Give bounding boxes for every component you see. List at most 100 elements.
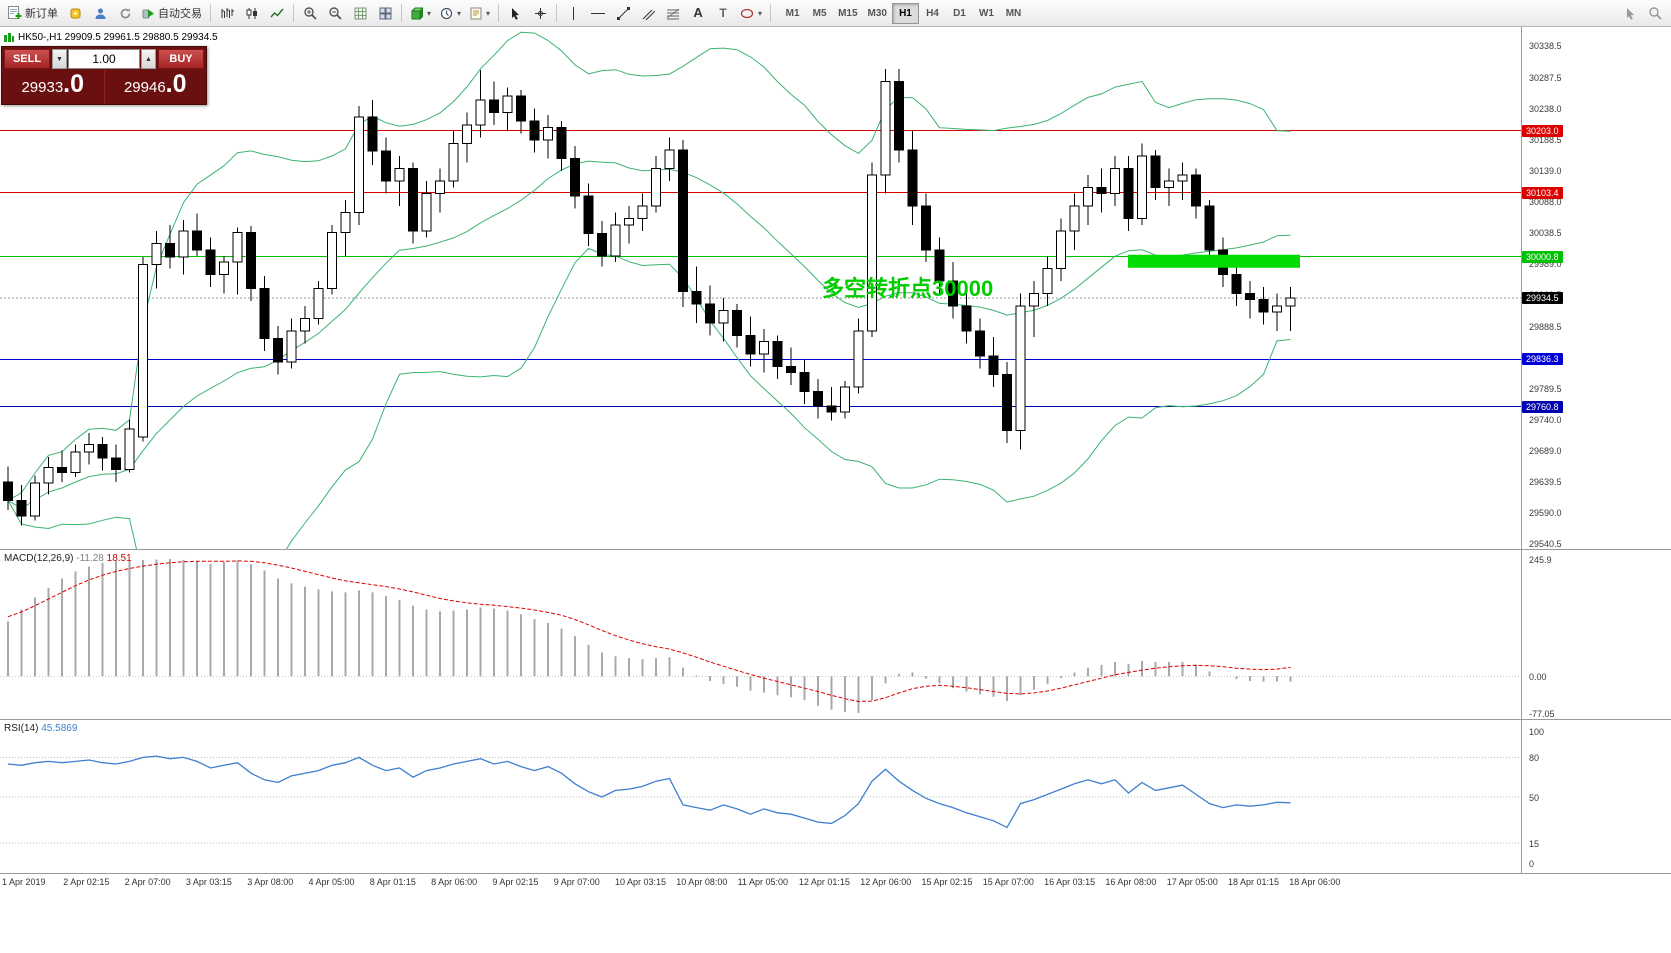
candle-body: [570, 158, 580, 197]
candle-body: [300, 317, 310, 332]
timeframe-w1-button[interactable]: W1: [973, 3, 1000, 24]
candle-body: [3, 481, 13, 502]
chart-bars-button[interactable]: [215, 2, 239, 25]
wizard-icon: [70, 8, 80, 18]
new-order-button[interactable]: 新订单: [4, 2, 62, 25]
chart-candles-button[interactable]: [240, 2, 264, 25]
rsi-scale[interactable]: 100 80 50 15 0: [1521, 720, 1670, 873]
candle-body: [1015, 305, 1026, 432]
time-label: 18 Apr 06:00: [1289, 877, 1341, 887]
crosshair-tool-button[interactable]: [528, 2, 552, 25]
periods-button[interactable]: [436, 2, 465, 25]
shapes-icon: [740, 8, 754, 18]
fibonacci-tool-button[interactable]: [661, 2, 685, 25]
macd-scale[interactable]: 245.9 0.00 -77.05: [1521, 550, 1670, 719]
profile-button[interactable]: [88, 2, 112, 25]
candle-body: [691, 291, 702, 305]
indicators-button[interactable]: [406, 2, 435, 25]
templates-button[interactable]: [466, 2, 494, 25]
candle-body: [462, 124, 472, 145]
candle-body: [624, 218, 634, 226]
zoom-in-button[interactable]: [298, 2, 322, 25]
community-button[interactable]: [113, 2, 137, 25]
candle-body: [381, 150, 391, 182]
sell-price-button[interactable]: 29933 .0: [2, 70, 104, 104]
timeframe-m15-button[interactable]: M15: [833, 3, 862, 24]
timeframe-h1-button[interactable]: H1: [891, 2, 919, 24]
rsi-name: RSI(14): [4, 723, 39, 734]
price-tick: 29989.0: [1529, 259, 1562, 270]
timeframe-mn-button[interactable]: MN: [1000, 3, 1027, 24]
timeframe-m1-button[interactable]: M1: [779, 3, 806, 24]
main-price-chart[interactable]: 多空转折点30000: [0, 27, 1521, 549]
time-label: 2 Apr 07:00: [124, 877, 171, 887]
candle-body: [543, 126, 553, 141]
macd-axis-tick: 245.9: [1529, 555, 1552, 565]
timeframe-h4-button[interactable]: H4: [919, 3, 946, 24]
time-label: 1 Apr 2019: [2, 877, 46, 887]
candle-body: [597, 233, 607, 257]
time-label: 15 Apr 02:15: [921, 877, 973, 887]
sell-price-pips: .0: [63, 70, 85, 98]
time-label: 18 Apr 01:15: [1228, 877, 1280, 887]
volume-input[interactable]: [68, 49, 140, 69]
candle-body: [1110, 168, 1120, 195]
macd-label: MACD(12,26,9) -11.28 18.51: [4, 553, 132, 564]
buy-price-button[interactable]: 29946 .0: [103, 70, 207, 104]
time-label: 15 Apr 07:00: [982, 877, 1034, 887]
price-tick: 29888.5: [1529, 321, 1562, 332]
timeframe-m30-button[interactable]: M30: [863, 3, 892, 24]
text-tool-button[interactable]: A: [686, 2, 710, 25]
chart-annotation[interactable]: 多空转折点30000: [822, 276, 993, 301]
candle-body: [1258, 299, 1269, 313]
toolbar-separator: [556, 4, 558, 22]
label-tool-button[interactable]: T: [711, 2, 735, 25]
timeframe-d1-button[interactable]: D1: [946, 3, 973, 24]
search-button[interactable]: [1643, 2, 1667, 25]
cursor-tool-button[interactable]: [503, 2, 527, 25]
candle-body: [1056, 230, 1066, 269]
data-window-button[interactable]: [1618, 2, 1642, 25]
shapes-tool-button[interactable]: [736, 2, 766, 25]
candle-body: [813, 390, 823, 407]
candle-body: [232, 231, 243, 263]
candle-body: [1150, 155, 1161, 188]
chart-line-button[interactable]: [265, 2, 289, 25]
rsi-axis-tick: 0: [1529, 859, 1535, 869]
price-tick: 29540.5: [1529, 539, 1562, 549]
candle-body: [799, 372, 810, 392]
trendline-tool-button[interactable]: [611, 2, 635, 25]
time-label: 12 Apr 01:15: [798, 877, 850, 887]
autotrading-button[interactable]: 自动交易: [138, 2, 206, 25]
tile-windows-button[interactable]: [373, 2, 397, 25]
zoom-out-button[interactable]: [323, 2, 347, 25]
candle-body: [840, 386, 850, 413]
candle-body: [853, 330, 864, 388]
channel-tool-button[interactable]: [636, 2, 660, 25]
buy-button[interactable]: BUY: [158, 49, 204, 69]
macd-signal-line: [7, 560, 1291, 703]
candle-body: [57, 467, 67, 474]
timeframe-toolbar: M1 M5 M15 M30 H1 H4 D1 W1 MN: [779, 2, 1027, 24]
chart-window: 多空转折点30000 HK50-,H1 29909.5 29961.5 2988…: [0, 27, 1671, 953]
rsi-chart[interactable]: [0, 720, 1521, 873]
wizard-button[interactable]: [63, 2, 87, 25]
timeframe-m5-button[interactable]: M5: [806, 3, 833, 24]
price-scale[interactable]: 30338.5 30287.5 30238.0 30188.5 30139.0 30088…: [1521, 27, 1670, 549]
macd-chart[interactable]: [0, 550, 1521, 719]
time-axis[interactable]: 1 Apr 2019 2 Apr 02:15 2 Apr 07:00 3 Apr 03…: [0, 873, 1671, 891]
sell-button[interactable]: SELL: [4, 49, 50, 69]
grid-button[interactable]: [348, 2, 372, 25]
candle-body: [1231, 274, 1242, 294]
volume-increase-button[interactable]: [141, 49, 156, 69]
horizontal-line-tool-button[interactable]: [586, 2, 610, 25]
volume-decrease-button[interactable]: [52, 49, 67, 69]
turning-point-highlight[interactable]: [1128, 254, 1300, 268]
candle-body: [759, 340, 769, 355]
candle-body: [1083, 186, 1093, 207]
line-price-label: 29760.8: [1522, 400, 1563, 413]
vertical-line-tool-button[interactable]: [561, 2, 585, 25]
candle-body: [894, 80, 904, 151]
candle-body: [583, 195, 594, 235]
